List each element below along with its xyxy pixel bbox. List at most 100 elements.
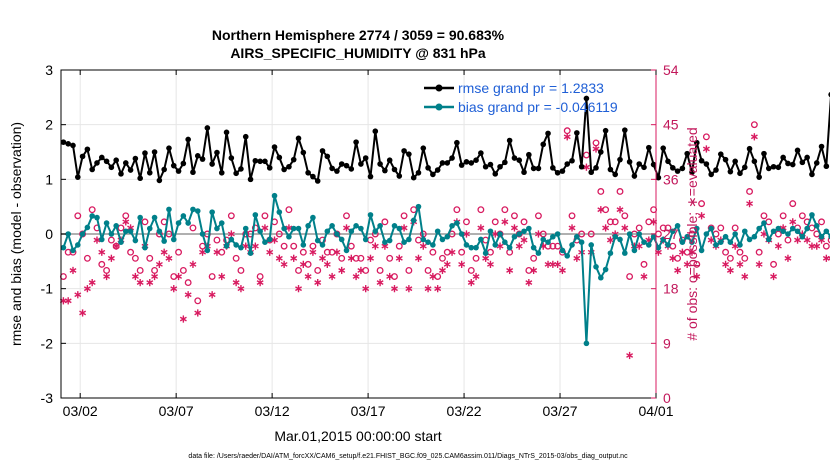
obs-possible-point: [606, 218, 614, 226]
bias-point: [310, 214, 316, 221]
bias-point: [521, 228, 527, 235]
rmse-point: [794, 147, 801, 154]
rmse-point: [242, 133, 249, 140]
rmse-point: [669, 165, 676, 171]
bias-point: [655, 244, 662, 251]
obs-evaluated-point: [822, 254, 830, 262]
rmse-point: [646, 144, 652, 151]
rmse-point: [175, 168, 182, 174]
rmse-point: [185, 136, 191, 143]
rmse-point: [233, 170, 239, 177]
bias-point: [127, 228, 134, 235]
obs-evaluated-point: [635, 242, 643, 250]
rmse-point: [358, 161, 364, 167]
obs-evaluated-point: [275, 254, 283, 262]
rmse-point: [665, 158, 671, 165]
rmse-point: [310, 173, 316, 180]
obs-evaluated-point: [151, 272, 159, 281]
obs-possible-point: [640, 260, 648, 268]
obs-possible-point: [779, 212, 787, 220]
right-tick-label: 45: [663, 117, 679, 133]
rmse-point: [761, 150, 767, 157]
obs-possible-point: [299, 248, 307, 256]
bias-point: [161, 238, 167, 244]
bias-point: [382, 239, 388, 245]
bias-point: [679, 239, 686, 245]
obs-evaluated-point: [328, 272, 336, 281]
obs-possible-point: [131, 254, 139, 262]
bias-point: [732, 231, 738, 237]
rmse-point: [497, 163, 503, 170]
bias-point: [612, 233, 619, 240]
obs-possible-point: [184, 279, 192, 287]
legend-rmse-label: rmse grand pr = 1.2833: [458, 80, 604, 96]
obs-evaluated-point: [568, 224, 576, 232]
obs-possible-point: [227, 212, 235, 220]
bias-point: [281, 225, 287, 232]
obs-possible-point: [362, 266, 370, 274]
obs-evaluated-point: [391, 285, 398, 293]
bias-point: [247, 250, 254, 256]
obs-possible-point: [83, 254, 91, 262]
obs-evaluated-point: [395, 254, 403, 262]
obs-possible-point: [117, 224, 125, 232]
obs-evaluated-point: [525, 278, 533, 287]
rmse-point: [430, 171, 436, 178]
obs-possible-point: [146, 254, 154, 262]
rmse-point: [252, 157, 259, 164]
bias-point: [727, 239, 734, 245]
rmse-point: [209, 161, 215, 167]
obs-evaluated-point: [338, 266, 346, 275]
y-tick-label: -3: [41, 390, 54, 406]
obs-possible-point: [74, 212, 82, 220]
obs-evaluated-point: [443, 260, 451, 268]
bias-point: [204, 247, 211, 254]
rmse-point: [607, 166, 614, 173]
obs-possible-point: [381, 218, 389, 226]
bias-point: [353, 223, 359, 229]
obs-possible-point: [467, 266, 475, 274]
bias-point: [377, 223, 383, 229]
obs-possible-point: [645, 218, 653, 226]
rmse-point: [406, 151, 412, 157]
rmse-point: [722, 156, 729, 163]
rmse-point: [391, 166, 398, 173]
x-tick-label: 03/07: [159, 403, 194, 419]
obs-evaluated-point: [429, 272, 437, 281]
bias-point: [698, 247, 705, 254]
bias-point: [84, 224, 91, 231]
rmse-point: [708, 171, 714, 178]
obs-possible-point: [683, 248, 691, 256]
rmse-point: [602, 127, 609, 134]
rmse-point: [813, 160, 820, 166]
bias-point: [175, 220, 182, 226]
rmse-point: [516, 157, 523, 163]
obs-possible-point: [141, 218, 149, 226]
bias-point: [751, 233, 758, 240]
right-tick-label: 36: [663, 171, 679, 187]
bias-point: [444, 233, 451, 240]
rmse-point: [593, 165, 599, 171]
obs-possible-point: [822, 242, 830, 250]
obs-evaluated-point: [693, 272, 701, 281]
rmse-point: [127, 167, 134, 173]
bias-point: [511, 233, 518, 240]
obs-evaluated-point: [347, 254, 355, 262]
y-axis-ticks: -3 -2 -1 0 1 2 3: [41, 62, 66, 406]
obs-evaluated-point: [626, 351, 634, 360]
x-axis-label: Mar.01,2015 00:00:00 start: [274, 428, 441, 444]
obs-evaluated-point: [678, 248, 686, 256]
bias-point: [669, 228, 676, 235]
obs-evaluated-point: [602, 224, 610, 232]
bias-point: [813, 223, 820, 229]
obs-evaluated-point: [213, 248, 221, 256]
rmse-point: [765, 165, 772, 172]
obs-evaluated-point: [736, 260, 744, 268]
obs-evaluated-point: [501, 218, 509, 226]
obs-possible-point: [338, 254, 346, 262]
obs-evaluated-point: [674, 266, 682, 275]
bias-point: [809, 212, 815, 218]
rmse-point: [238, 166, 244, 172]
rmse-point: [809, 171, 815, 178]
rmse-point: [799, 159, 806, 166]
